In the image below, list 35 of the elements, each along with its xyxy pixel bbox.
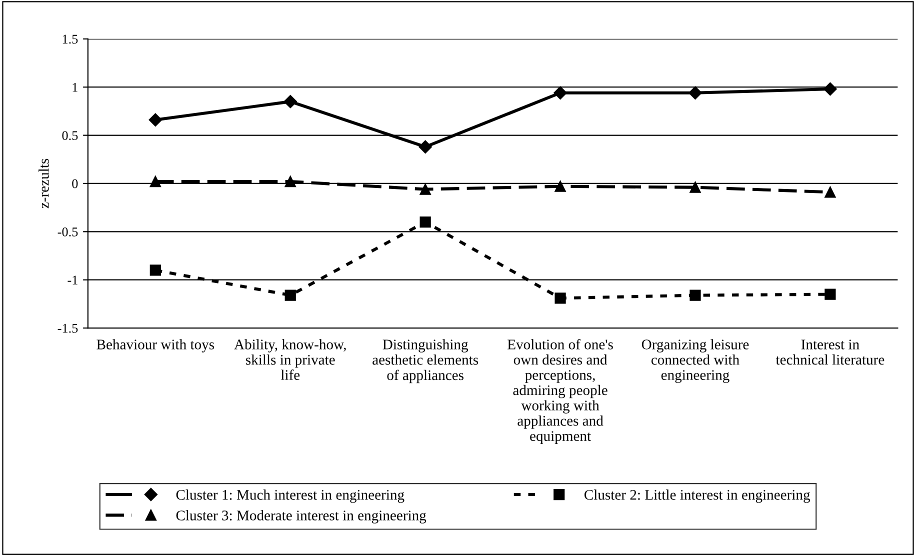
legend-label: Cluster 1: Much interest in engineering	[176, 490, 404, 503]
point	[824, 288, 836, 300]
point	[690, 182, 701, 193]
point	[554, 180, 566, 192]
legend-label: Cluster 3: Moderate interest in engineering	[176, 510, 426, 524]
point	[150, 176, 161, 188]
point	[554, 86, 567, 100]
point	[420, 216, 431, 228]
x-tick-label: Ability, know-how, skills in private life	[234, 339, 346, 380]
point	[150, 264, 161, 276]
legend-label: Cluster 2: Little interest in engineering	[584, 490, 810, 503]
x-tick-label: Organizing leisure connected with engineering	[642, 339, 749, 383]
point	[284, 176, 296, 188]
point	[824, 186, 836, 198]
y-tick-label: 0	[72, 179, 78, 188]
y-axis-title: z-rezults	[38, 158, 49, 208]
point	[554, 292, 566, 304]
point	[824, 82, 837, 96]
x-tick-label: Interest in technical literature	[776, 340, 884, 365]
y-tick-label: 1	[72, 82, 78, 92]
point	[690, 290, 701, 301]
x-tick-label: Distinguishing aesthetic elements of appliances	[372, 339, 478, 384]
x-tick-label: Evolution of one's own desires and perceptions, admiring people working with appliances and equipment	[508, 339, 613, 444]
y-tick-label: -1	[68, 276, 78, 284]
y-tick-label: 1.5	[62, 34, 78, 44]
point	[420, 184, 431, 195]
point	[148, 113, 162, 126]
y-tick-label: 0.5	[62, 131, 78, 140]
x-tick-label: Behaviour with toys	[96, 339, 214, 352]
point	[284, 94, 297, 108]
y-tick-label: -1.5	[58, 324, 78, 333]
y-tick-label: -0.5	[58, 227, 78, 236]
point	[688, 86, 702, 100]
point	[284, 290, 296, 301]
point	[418, 140, 432, 154]
